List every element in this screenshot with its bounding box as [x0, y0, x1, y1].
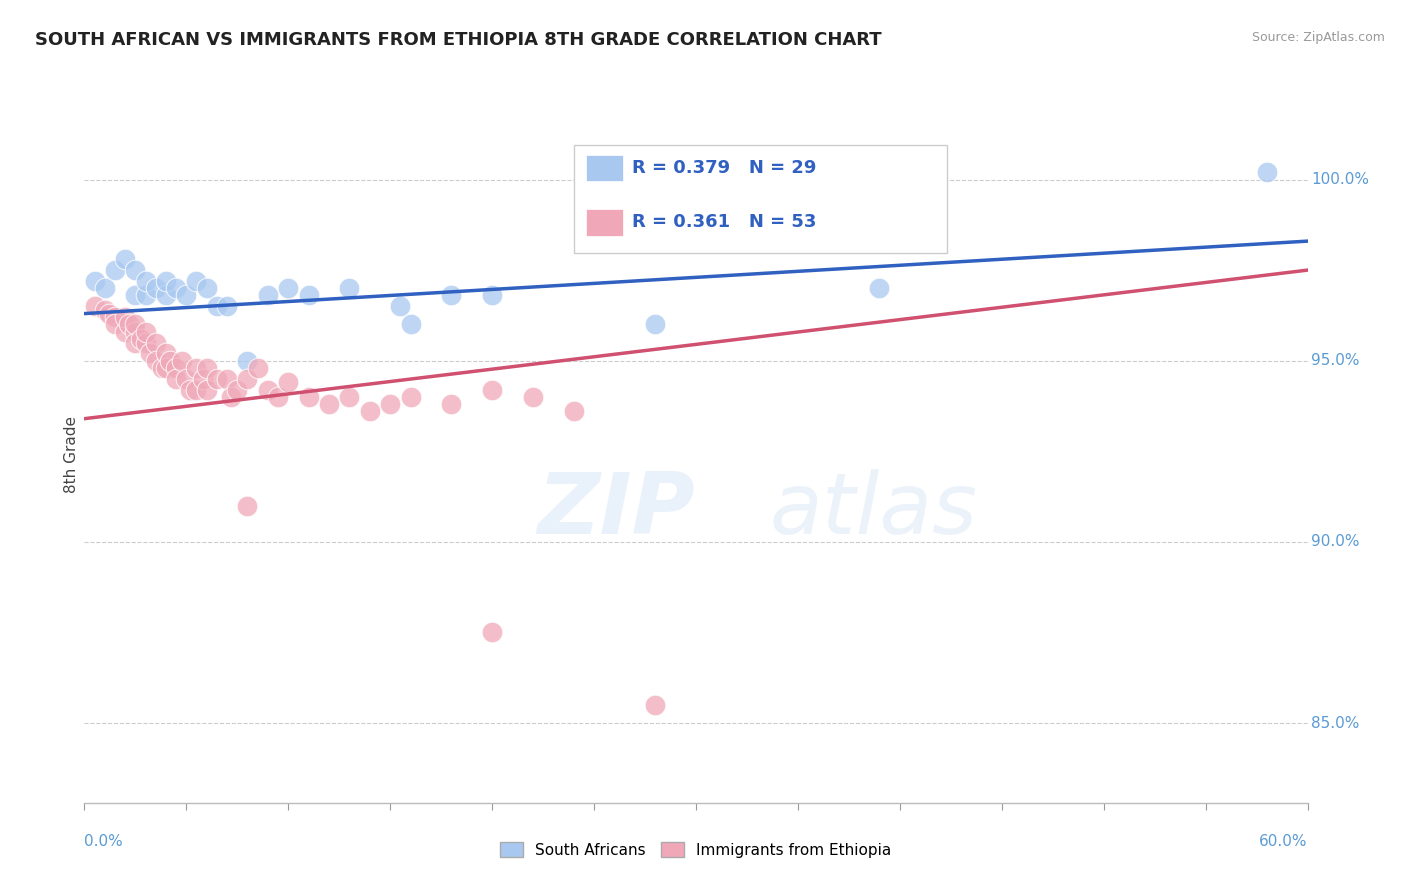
Point	[150, 361, 173, 376]
Text: R = 0.361   N = 53: R = 0.361 N = 53	[633, 213, 817, 231]
Point	[1256, 165, 1278, 179]
Point	[267, 390, 290, 404]
Point	[97, 307, 120, 321]
Point	[118, 318, 141, 332]
Bar	[586, 210, 623, 235]
Point	[298, 390, 321, 404]
Point	[135, 288, 157, 302]
Point	[124, 263, 146, 277]
Point	[155, 274, 177, 288]
Text: 90.0%: 90.0%	[1312, 534, 1360, 549]
Text: 95.0%: 95.0%	[1312, 353, 1360, 368]
Point	[93, 281, 115, 295]
Point	[172, 353, 194, 368]
Point	[277, 376, 299, 390]
Point	[165, 372, 187, 386]
Point	[205, 299, 228, 313]
Point	[481, 383, 503, 397]
Point	[155, 288, 177, 302]
Point	[93, 303, 115, 318]
Point	[644, 698, 666, 712]
Point	[869, 281, 891, 295]
Bar	[586, 155, 623, 181]
Text: ZIP: ZIP	[537, 469, 695, 552]
Point	[205, 372, 228, 386]
Text: 85.0%: 85.0%	[1312, 715, 1360, 731]
Point	[277, 281, 299, 295]
Point	[399, 390, 422, 404]
Point	[174, 288, 197, 302]
Point	[145, 353, 167, 368]
Text: atlas: atlas	[769, 469, 977, 552]
Point	[195, 281, 218, 295]
Point	[145, 281, 167, 295]
Text: 0.0%: 0.0%	[84, 834, 124, 849]
Point	[195, 361, 218, 376]
Point	[359, 404, 381, 418]
Point	[236, 353, 259, 368]
Point	[104, 318, 127, 332]
Point	[114, 325, 136, 339]
Text: 60.0%: 60.0%	[1260, 834, 1308, 849]
Point	[339, 390, 360, 404]
Point	[562, 404, 585, 418]
Point	[318, 397, 340, 411]
Point	[217, 299, 239, 313]
Point	[124, 335, 146, 350]
Point	[236, 499, 259, 513]
Text: R = 0.379   N = 29: R = 0.379 N = 29	[633, 160, 817, 178]
Point	[135, 335, 157, 350]
Point	[389, 299, 412, 313]
Point	[104, 263, 127, 277]
Point	[114, 252, 136, 267]
FancyBboxPatch shape	[574, 145, 946, 253]
Point	[159, 353, 181, 368]
Point	[174, 372, 197, 386]
Point	[135, 274, 157, 288]
Point	[124, 325, 146, 339]
Point	[257, 288, 280, 302]
Point	[219, 390, 242, 404]
Point	[186, 274, 208, 288]
Point	[522, 390, 544, 404]
Text: SOUTH AFRICAN VS IMMIGRANTS FROM ETHIOPIA 8TH GRADE CORRELATION CHART: SOUTH AFRICAN VS IMMIGRANTS FROM ETHIOPI…	[35, 31, 882, 49]
Y-axis label: 8th Grade: 8th Grade	[63, 417, 79, 493]
Point	[179, 383, 201, 397]
Point	[380, 397, 402, 411]
Point	[226, 383, 249, 397]
Point	[186, 383, 208, 397]
Point	[246, 361, 269, 376]
Point	[83, 274, 105, 288]
Point	[165, 281, 187, 295]
Point	[481, 625, 503, 640]
Legend: South Africans, Immigrants from Ethiopia: South Africans, Immigrants from Ethiopia	[501, 842, 891, 858]
Text: Source: ZipAtlas.com: Source: ZipAtlas.com	[1251, 31, 1385, 45]
Point	[191, 372, 214, 386]
Point	[124, 318, 146, 332]
Point	[217, 372, 239, 386]
Point	[83, 299, 105, 313]
Point	[257, 383, 280, 397]
Point	[155, 361, 177, 376]
Text: 100.0%: 100.0%	[1312, 172, 1369, 187]
Point	[644, 318, 666, 332]
Point	[339, 281, 360, 295]
Point	[481, 288, 503, 302]
Point	[399, 318, 422, 332]
Point	[440, 288, 463, 302]
Point	[135, 325, 157, 339]
Point	[186, 361, 208, 376]
Point	[236, 372, 259, 386]
Point	[195, 383, 218, 397]
Point	[165, 361, 187, 376]
Point	[124, 288, 146, 302]
Point	[104, 310, 127, 325]
Point	[145, 335, 167, 350]
Point	[114, 310, 136, 325]
Point	[138, 346, 160, 360]
Point	[155, 346, 177, 360]
Point	[298, 288, 321, 302]
Point	[440, 397, 463, 411]
Point	[131, 332, 153, 346]
